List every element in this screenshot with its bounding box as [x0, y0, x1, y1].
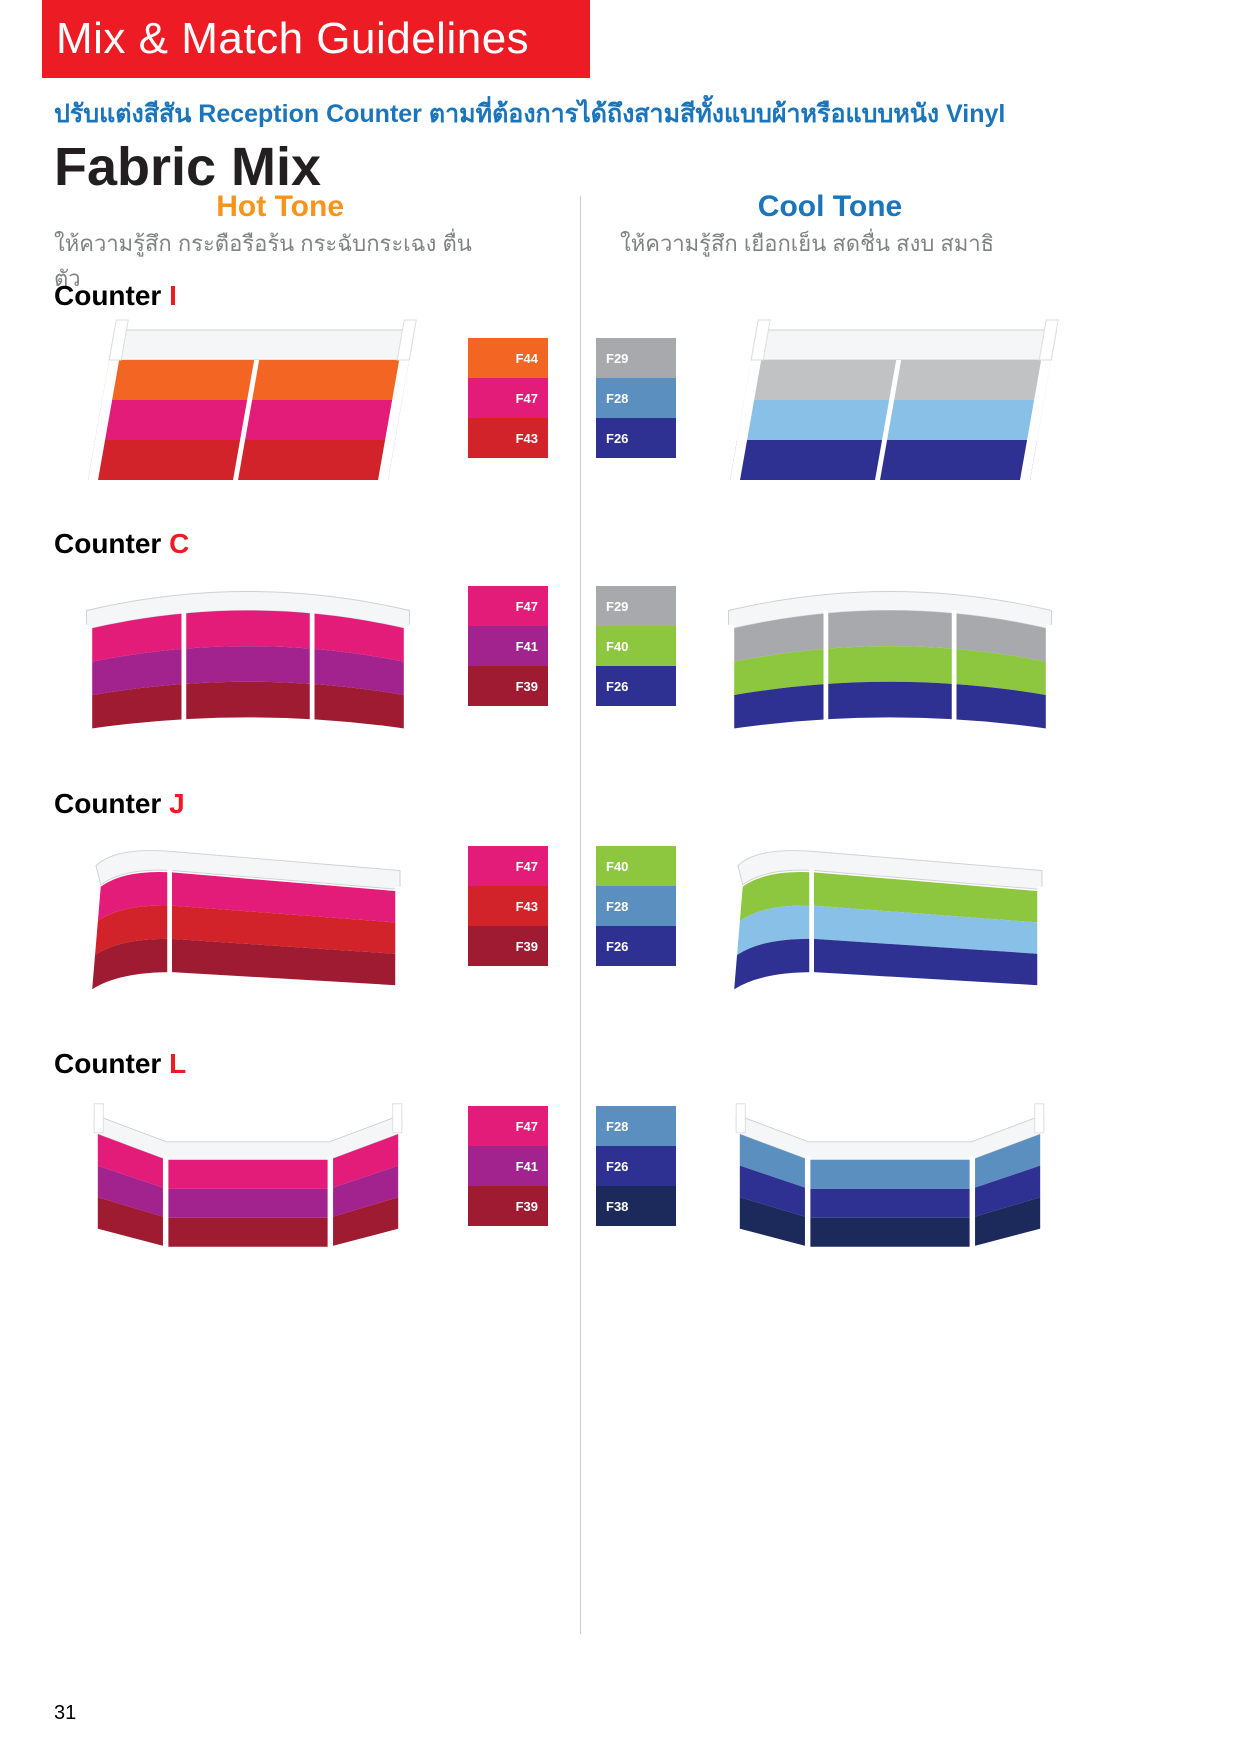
swatch-F47: F47 [468, 1106, 548, 1146]
subtitle-text: ปรับแต่งสีสัน Reception Counter ตามที่ต้… [54, 100, 1005, 128]
subtitle: ปรับแต่งสีสัน Reception Counter ตามที่ต้… [54, 94, 1005, 134]
counter-J-cool-image [700, 818, 1080, 1018]
counter-label-prefix: Counter [54, 788, 169, 819]
swatch-F28: F28 [596, 378, 676, 418]
swatch-F47: F47 [468, 586, 548, 626]
counter-C-cool-image [700, 558, 1080, 758]
counter-label-C: Counter C [54, 528, 189, 560]
swatch-F26: F26 [596, 666, 676, 706]
hot-swatches-J: F47F43F39 [468, 846, 548, 966]
header-banner: Mix & Match Guidelines [42, 0, 590, 78]
counter-label-suffix: L [169, 1048, 186, 1079]
counter-C-hot-image [58, 558, 438, 758]
cool-swatches-L: F28F26F38 [596, 1106, 676, 1226]
hot-tone-name: Hot Tone [54, 190, 474, 224]
vertical-divider [580, 196, 581, 1634]
hot-swatches-L: F47F41F39 [468, 1106, 548, 1226]
swatch-F28: F28 [596, 886, 676, 926]
counter-label-I: Counter I [54, 280, 177, 312]
swatch-F43: F43 [468, 418, 548, 458]
swatch-F28: F28 [596, 1106, 676, 1146]
swatch-F44: F44 [468, 338, 548, 378]
cool-swatches-C: F29F40F26 [596, 586, 676, 706]
counter-L-hot-image [58, 1078, 438, 1278]
counter-label-prefix: Counter [54, 1048, 169, 1079]
swatch-F39: F39 [468, 1186, 548, 1226]
cool-tone-header: Cool Tone ให้ความรู้สึก เยือกเย็น สดชื่น… [590, 190, 1070, 261]
hot-swatches-I: F44F47F43 [468, 338, 548, 458]
counter-J-hot-image [58, 818, 438, 1018]
counter-label-L: Counter L [54, 1048, 186, 1080]
swatch-F26: F26 [596, 1146, 676, 1186]
swatch-F41: F41 [468, 626, 548, 666]
swatch-F39: F39 [468, 666, 548, 706]
counter-I-hot-image [58, 310, 438, 510]
counter-label-suffix: J [169, 788, 185, 819]
counter-label-suffix: I [169, 280, 177, 311]
swatch-F38: F38 [596, 1186, 676, 1226]
swatch-F26: F26 [596, 926, 676, 966]
counter-label-suffix: C [169, 528, 189, 559]
section-title-text: Fabric Mix [54, 137, 321, 197]
cool-tone-desc: ให้ความรู้สึก เยือกเย็น สดชื่น สงบ สมาธิ [590, 226, 1070, 261]
swatch-F43: F43 [468, 886, 548, 926]
section-title: Fabric Mix [54, 136, 321, 198]
header-title: Mix & Match Guidelines [56, 14, 529, 64]
swatch-F40: F40 [596, 626, 676, 666]
page-number: 31 [54, 1702, 76, 1725]
swatch-F29: F29 [596, 338, 676, 378]
counter-I-cool-image [700, 310, 1080, 510]
counter-label-prefix: Counter [54, 528, 169, 559]
cool-tone-name: Cool Tone [590, 190, 1070, 224]
swatch-F39: F39 [468, 926, 548, 966]
cool-swatches-I: F29F28F26 [596, 338, 676, 458]
swatch-F47: F47 [468, 846, 548, 886]
swatch-F29: F29 [596, 586, 676, 626]
hot-swatches-C: F47F41F39 [468, 586, 548, 706]
cool-swatches-J: F40F28F26 [596, 846, 676, 966]
counter-L-cool-image [700, 1078, 1080, 1278]
swatch-F41: F41 [468, 1146, 548, 1186]
swatch-F26: F26 [596, 418, 676, 458]
counter-label-prefix: Counter [54, 280, 169, 311]
swatch-F47: F47 [468, 378, 548, 418]
swatch-F40: F40 [596, 846, 676, 886]
counter-label-J: Counter J [54, 788, 185, 820]
